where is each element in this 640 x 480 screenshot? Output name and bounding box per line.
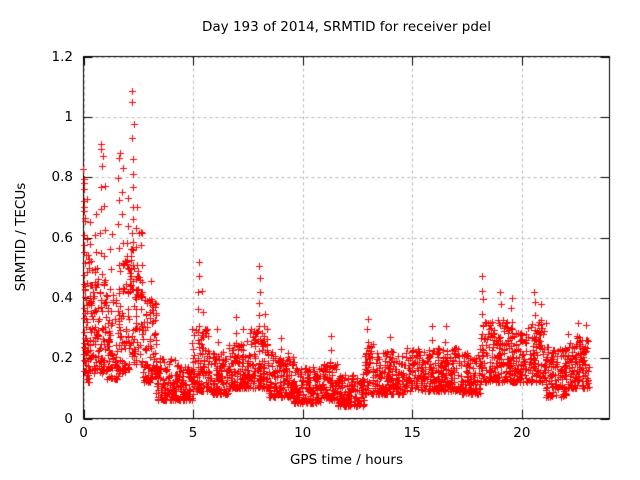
- y-tick-label: 0.4: [51, 289, 73, 306]
- x-tick-label: 0: [79, 425, 88, 441]
- chart-title: Day 193 of 2014, SRMTID for receiver pde…: [202, 19, 491, 35]
- y-tick-label: 1: [64, 108, 73, 125]
- x-tick-label: 5: [188, 425, 198, 441]
- y-tick-label: 0: [64, 410, 73, 427]
- y-tick-label: 1.2: [51, 48, 73, 65]
- y-tick-label: 0.6: [51, 229, 73, 246]
- x-tick-label: 15: [403, 425, 421, 441]
- y-tick-label: 0.8: [51, 169, 73, 186]
- x-axis-label: GPS time / hours: [289, 452, 404, 468]
- y-tick-label: 0.2: [51, 350, 73, 367]
- x-tick-label: 10: [294, 425, 312, 441]
- x-tick-label: 20: [513, 425, 531, 441]
